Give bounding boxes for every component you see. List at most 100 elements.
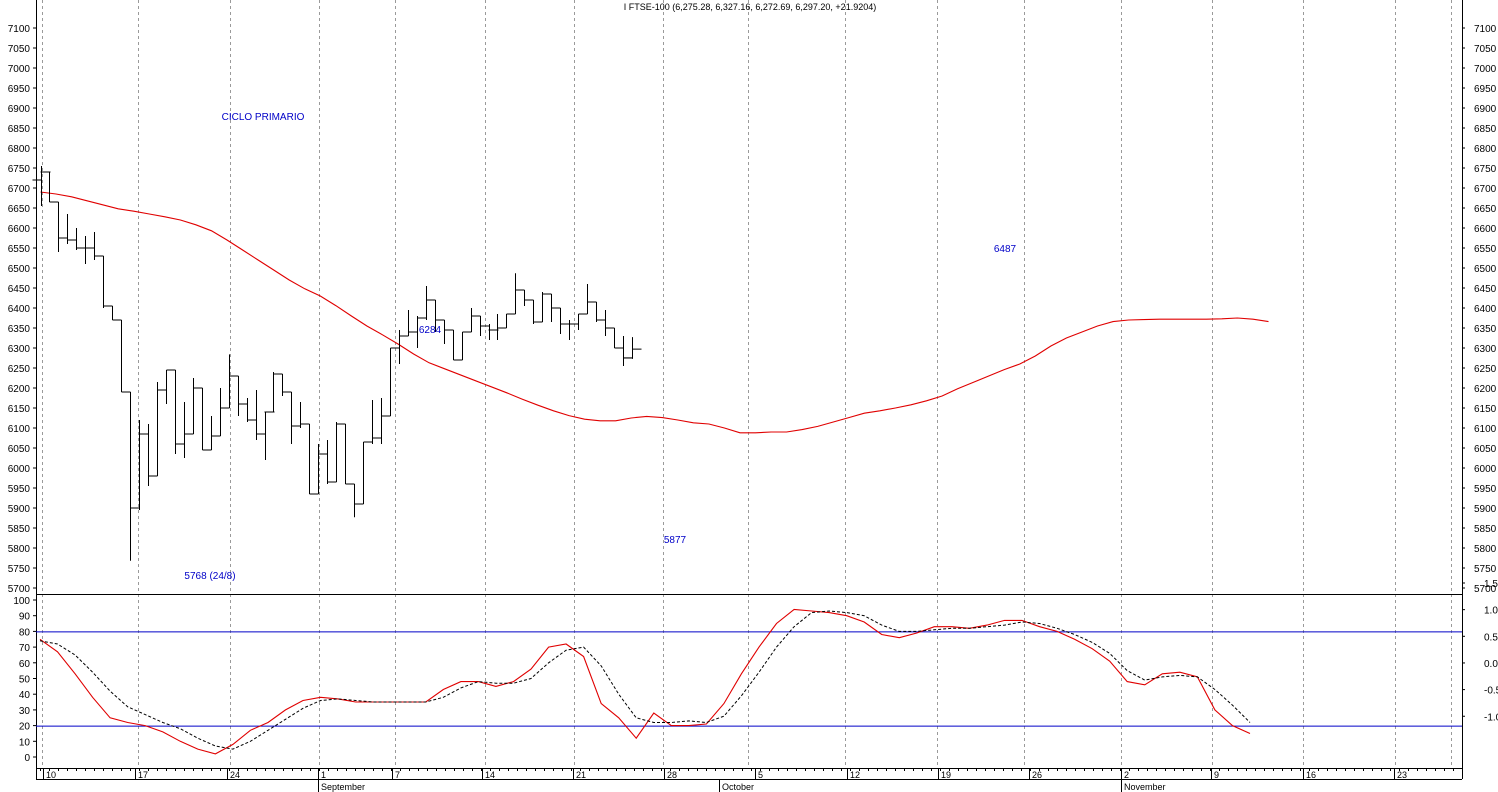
y-tick-label-right: 5850 — [1474, 524, 1497, 535]
ohlc-bar — [372, 398, 391, 444]
y-tick-label-right: 6850 — [1474, 124, 1497, 135]
ohlc-bar — [417, 286, 436, 320]
y-tick-label-right: 5800 — [1474, 544, 1497, 555]
ohlc-bar — [49, 201, 68, 252]
x-day-label: 17 — [138, 770, 148, 780]
y-tick-label-left: 7100 — [8, 24, 31, 35]
oscillator-d-line — [39, 610, 1251, 750]
y-tick-label-right: 6900 — [1474, 104, 1497, 115]
ohlc-bar — [112, 319, 131, 393]
y-tick-label-right: 6750 — [1474, 164, 1497, 175]
osc-tick-label-right: 0.0 — [1484, 659, 1498, 670]
ohlc-bar — [157, 369, 176, 404]
ohlc-bar — [390, 330, 409, 364]
ohlc-bar — [560, 320, 579, 340]
ohlc-bar — [327, 422, 346, 483]
x-day-label: 5 — [758, 770, 763, 780]
osc-tick-label-right: 1.5 — [1484, 579, 1498, 590]
ohlc-bar — [202, 416, 221, 451]
y-tick-label-left: 6600 — [8, 224, 31, 235]
y-tick-label-right: 6650 — [1474, 204, 1497, 215]
y-tick-label-right: 7100 — [1474, 24, 1497, 35]
y-tick-label-right: 7000 — [1474, 64, 1497, 75]
x-day-label: 2 — [1124, 770, 1129, 780]
osc-tick-label-left: 30 — [19, 706, 31, 717]
osc-tick-label-left: 70 — [19, 643, 31, 654]
ohlc-bar — [264, 372, 283, 413]
x-month-label: September — [321, 782, 365, 792]
y-tick-label-right: 6400 — [1474, 304, 1497, 315]
chart-frame — [36, 0, 1463, 780]
x-day-label: 12 — [850, 770, 860, 780]
y-tick-label-left: 6700 — [8, 184, 31, 195]
y-tick-label-right: 6100 — [1474, 424, 1497, 435]
ohlc-bar — [623, 337, 642, 359]
osc-tick-label-right: -0.5 — [1484, 686, 1498, 697]
ohlc-bar — [318, 440, 337, 484]
y-tick-label-right: 6250 — [1474, 364, 1497, 375]
y-tick-label-left: 5950 — [8, 484, 31, 495]
ohlc-bar — [148, 382, 167, 477]
ohlc-bar — [256, 411, 275, 460]
x-day-label: 16 — [1306, 770, 1316, 780]
ohlc-bar — [444, 329, 463, 361]
osc-tick-label-right: -1.0 — [1484, 712, 1498, 723]
y-tick-label-left: 5850 — [8, 524, 31, 535]
osc-tick-label-left: 90 — [19, 612, 31, 623]
ohlc-bars — [32, 166, 642, 561]
x-day-label: 14 — [485, 770, 495, 780]
y-tick-label-left: 6800 — [8, 144, 31, 155]
moving-average-line — [40, 191, 1269, 434]
ohlc-bar — [211, 388, 230, 437]
ohlc-bar — [175, 402, 194, 458]
ohlc-bar — [300, 423, 319, 495]
y-tick-label-left: 6100 — [8, 424, 31, 435]
y-tick-label-right: 6200 — [1474, 384, 1497, 395]
ohlc-bar — [220, 354, 239, 409]
y-tick-label-left: 6850 — [8, 124, 31, 135]
ohlc-bar — [596, 310, 615, 336]
annotation-low-5877: 5877 — [664, 535, 687, 546]
x-day-label: 19 — [941, 770, 951, 780]
osc-tick-label-left: 50 — [19, 675, 31, 686]
osc-tick-label-right: 0.5 — [1484, 632, 1498, 643]
osc-tick-label-left: 20 — [19, 722, 31, 733]
y-tick-label-right: 6350 — [1474, 324, 1497, 335]
y-tick-label-left: 6750 — [8, 164, 31, 175]
y-tick-label-left: 6300 — [8, 344, 31, 355]
ohlc-bar — [166, 369, 185, 454]
annotation-high-6284: 6284 — [419, 325, 442, 336]
y-tick-label-right: 6150 — [1474, 404, 1497, 415]
ohlc-bar — [533, 292, 552, 323]
y-tick-label-left: 6000 — [8, 464, 31, 475]
ohlc-bar — [193, 387, 212, 451]
ohlc-bar — [578, 284, 597, 315]
ohlc-bar — [121, 391, 140, 561]
ohlc-bar — [381, 347, 400, 417]
x-day-label: 9 — [1214, 770, 1219, 780]
oscillator-k-line — [39, 608, 1251, 755]
y-tick-label-left: 6250 — [8, 364, 31, 375]
x-day-label: 23 — [1397, 770, 1407, 780]
osc-tick-label-left: 10 — [19, 737, 31, 748]
x-day-label: 26 — [1032, 770, 1042, 780]
annotation-low-5768: 5768 (24/8) — [184, 571, 235, 582]
ohlc-bar — [336, 423, 355, 485]
ohlc-bar — [273, 373, 292, 396]
ohlc-bar — [515, 289, 534, 306]
ohlc-bar — [551, 307, 570, 334]
y-tick-label-right: 6300 — [1474, 344, 1497, 355]
ohlc-bar — [506, 273, 525, 315]
osc-tick-label-left: 0 — [24, 753, 30, 764]
annotation-ciclo-primario: CICLO PRIMARIO — [222, 112, 305, 123]
ohlc-bar — [309, 444, 328, 495]
osc-tick-label-left: 100 — [13, 596, 30, 607]
ohlc-bar — [103, 305, 122, 321]
x-month-label: November — [1124, 782, 1166, 792]
y-tick-label-left: 6350 — [8, 324, 31, 335]
ohlc-bar — [524, 299, 543, 324]
y-tick-label-right: 6800 — [1474, 144, 1497, 155]
ohlc-bar — [587, 301, 606, 322]
ohlc-bar — [363, 400, 382, 444]
